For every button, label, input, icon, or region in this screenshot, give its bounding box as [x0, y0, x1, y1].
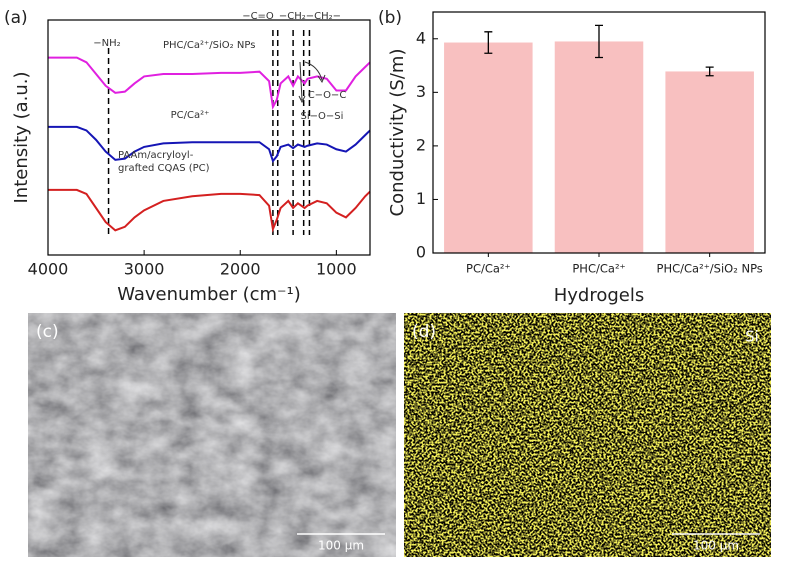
series-label: PHC/Ca²⁺/SiO₂ NPs [163, 40, 255, 51]
axes-frame [432, 11, 766, 254]
y-axis-label: Intensity (a.u.) [11, 72, 32, 204]
bar [444, 42, 533, 253]
x-tick-label: PHC/Ca²⁺/SiO₂ NPs [657, 262, 763, 276]
x-tick-label: 3000 [124, 260, 165, 279]
x-axis-label: Hydrogels [554, 285, 645, 306]
annotation: C−O−C [308, 90, 347, 101]
eds-image [404, 313, 771, 557]
annotation: −C=O [242, 11, 274, 22]
series-label: PAAm/acryloyl- grafted CQAS (PC) [118, 150, 210, 174]
y-tick-label: 0 [416, 243, 426, 262]
arrow [304, 61, 326, 84]
y-axis-label: Conductivity (S/m) [387, 49, 408, 217]
annotation: −NH₂ [93, 38, 120, 49]
panel-label: (d) [412, 322, 436, 342]
scale-bar-label: 100 µm [693, 539, 739, 553]
axes-frame [47, 19, 371, 256]
x-tick-label: PHC/Ca²⁺ [572, 262, 625, 276]
panel-label: (c) [36, 322, 59, 342]
x-tick-label: 1000 [316, 260, 357, 279]
y-tick-label: 4 [416, 28, 426, 47]
error-bar [484, 31, 493, 54]
element-label: Si [745, 328, 759, 346]
spectrum-line [48, 56, 371, 111]
spectrum-line [48, 188, 371, 233]
y-tick-label: 2 [416, 135, 426, 154]
arrow [298, 61, 306, 104]
panel-label: (b) [378, 8, 402, 28]
bar [554, 41, 644, 254]
x-tick-label: PC/Ca²⁺ [466, 262, 511, 276]
y-tick-label: 3 [416, 82, 426, 101]
x-tick-label: 2000 [220, 260, 261, 279]
y-tick-label: 1 [416, 189, 426, 208]
sem-image [28, 313, 396, 557]
error-bar [595, 24, 603, 59]
bar [665, 71, 754, 254]
x-tick-label: 4000 [28, 260, 69, 279]
panel-label: (a) [4, 8, 28, 28]
x-axis-label: Wavenumber (cm⁻¹) [117, 284, 301, 305]
annotation: −CH₂−CH₂− [279, 11, 341, 22]
scale-bar-label: 100 µm [318, 539, 364, 553]
error-bar [705, 66, 714, 77]
annotation: Si−O−Si [301, 111, 344, 122]
series-label: PC/Ca²⁺ [171, 110, 210, 121]
spectrum-line [48, 125, 371, 164]
